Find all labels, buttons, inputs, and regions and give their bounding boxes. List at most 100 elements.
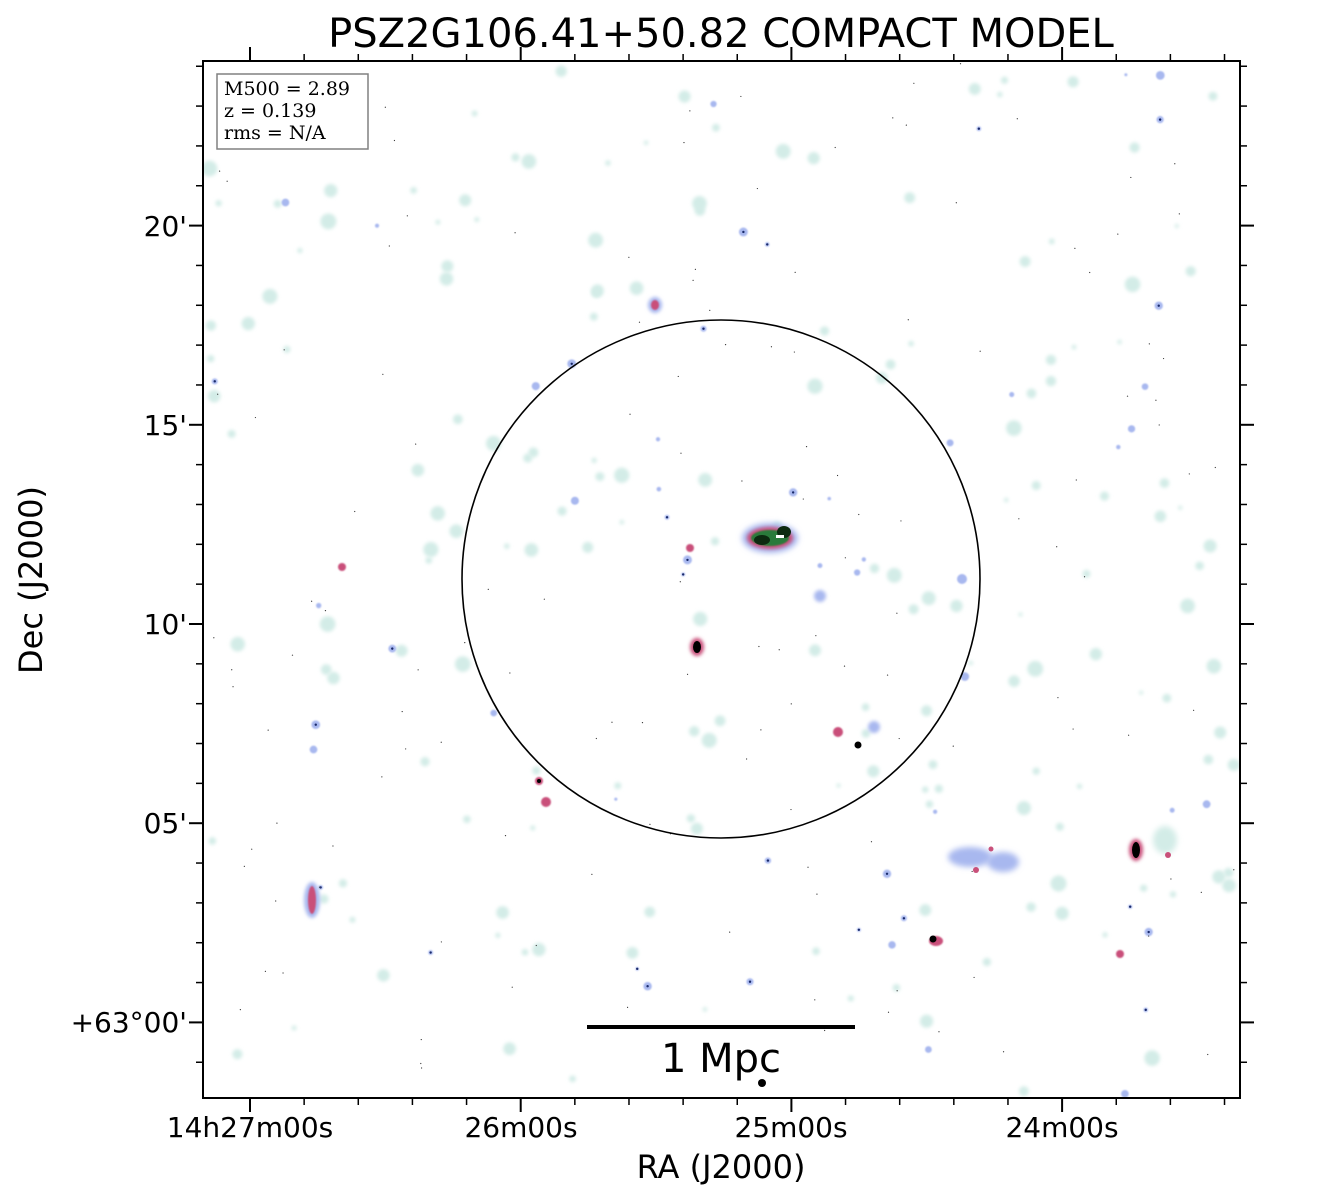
point-source <box>913 82 915 84</box>
source-core <box>319 886 322 889</box>
faint-source <box>908 604 919 615</box>
point-source <box>628 256 630 258</box>
faint-source <box>711 123 720 132</box>
faint-source <box>1082 569 1091 578</box>
central-source <box>742 523 798 553</box>
point-source <box>243 865 245 867</box>
mid-source <box>655 437 661 442</box>
point-source <box>1174 163 1176 165</box>
point-source <box>907 319 909 321</box>
point-source <box>332 845 334 847</box>
y-tick-label: 10' <box>144 608 187 641</box>
mid-source <box>1155 71 1165 80</box>
plot-frame <box>202 60 1241 1099</box>
mid-source <box>853 569 861 576</box>
faint-source <box>614 467 630 483</box>
point-source <box>1148 935 1150 937</box>
mid-source <box>656 486 662 492</box>
faint-source <box>486 435 502 451</box>
point-source <box>514 232 516 234</box>
source-core <box>885 872 889 875</box>
point-source <box>384 106 386 108</box>
faint-source <box>320 664 332 675</box>
source-core <box>977 127 981 130</box>
faint-source <box>698 472 713 487</box>
point-source <box>680 452 682 454</box>
axis-ticks <box>189 47 1254 1112</box>
source-core <box>314 723 317 726</box>
faint-source <box>1129 142 1140 153</box>
point-source <box>509 672 511 674</box>
point-source <box>251 848 253 850</box>
faint-source <box>875 372 888 384</box>
point-source <box>778 649 780 651</box>
faint-source <box>273 199 282 208</box>
point-source <box>213 637 215 639</box>
point-source <box>1057 697 1059 699</box>
point-source <box>595 737 597 740</box>
faint-source <box>997 91 1003 98</box>
point-source <box>689 110 691 112</box>
faint-source <box>1019 256 1031 268</box>
point-source <box>382 373 384 375</box>
point-source <box>405 748 407 750</box>
info-redshift: z = 0.139 <box>224 100 316 122</box>
faint-source <box>319 894 329 904</box>
faint-source <box>886 567 902 583</box>
mid-source <box>710 100 717 108</box>
faint-source <box>319 616 336 632</box>
faint-source <box>227 429 236 438</box>
bright-sources <box>304 297 1177 1087</box>
faint-source <box>1185 266 1196 277</box>
point-source <box>324 610 327 612</box>
point-source <box>900 520 902 522</box>
x-tick-label: 14h27m00s <box>167 1111 334 1144</box>
mid-source <box>827 496 831 501</box>
faint-source <box>530 825 536 831</box>
point-source <box>1126 395 1129 397</box>
faint-source <box>555 65 567 77</box>
y-tick-label: +63°00' <box>71 1006 187 1039</box>
x-tick-label: 26m00s <box>464 1111 577 1144</box>
point-source <box>420 1062 422 1065</box>
point-source <box>239 1008 241 1011</box>
faint-source <box>614 782 622 790</box>
faint-source <box>869 563 880 574</box>
faint-source <box>1055 906 1069 920</box>
point-source <box>291 654 294 656</box>
faint-source <box>524 543 539 557</box>
point-source <box>756 187 758 190</box>
faint-source <box>836 783 841 788</box>
faint-source <box>230 636 245 652</box>
faint-source <box>714 715 726 727</box>
faint-source <box>1117 339 1122 345</box>
faint-source <box>297 247 303 254</box>
mid-source <box>316 602 322 609</box>
faint-source <box>812 947 820 956</box>
faint-source <box>690 822 703 835</box>
faint-source <box>430 506 445 521</box>
point-source <box>311 600 313 602</box>
info-rms: rms = N/A <box>224 122 326 144</box>
point-source <box>282 972 284 974</box>
faint-source <box>1222 878 1236 893</box>
faint-source <box>1140 884 1148 892</box>
point-source <box>973 976 975 979</box>
faint-source <box>693 611 708 627</box>
point-source <box>1148 343 1150 345</box>
point-source <box>217 393 219 395</box>
point-source <box>805 446 808 448</box>
faint-source <box>908 340 914 347</box>
point-source <box>843 665 846 667</box>
point-source <box>318 886 321 888</box>
source-core <box>570 362 573 365</box>
faint-source <box>1159 478 1170 488</box>
faint-source <box>921 705 932 717</box>
faint-source <box>206 355 215 363</box>
faint-source <box>982 957 992 967</box>
faint-source <box>928 760 938 770</box>
faint-source <box>283 345 291 353</box>
point-source <box>793 351 795 353</box>
point-source <box>741 480 743 482</box>
mid-source <box>570 496 579 505</box>
